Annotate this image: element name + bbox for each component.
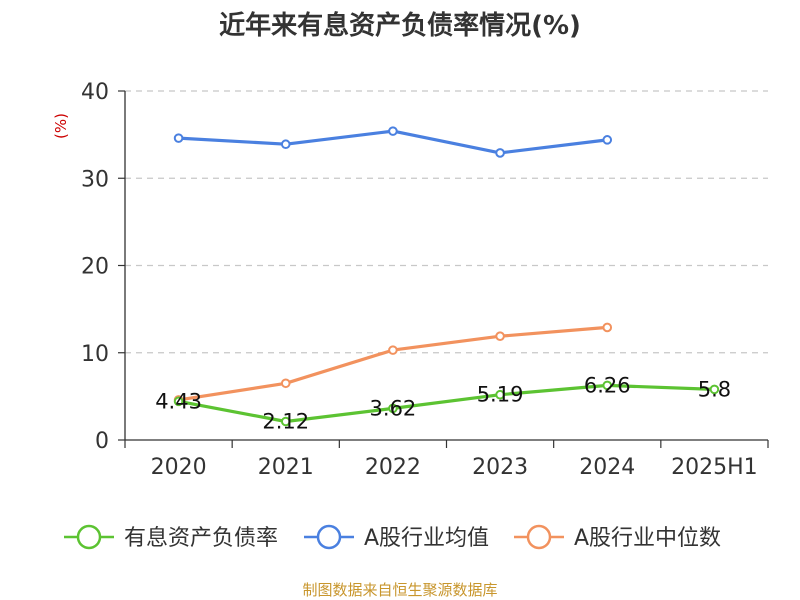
data-label-2025H1: 5.8: [698, 377, 731, 401]
data-point-s1-2021: [280, 139, 291, 150]
x-tick-label-2021: 2021: [258, 455, 314, 480]
data-label-2022: 3.62: [370, 396, 417, 420]
x-tick-label-2025H1: 2025H1: [671, 455, 758, 480]
x-tick-label-2020: 2020: [151, 455, 207, 480]
legend-label-2: A股行业中位数: [574, 526, 721, 551]
chart-title: 近年来有息资产负债率情况(%): [219, 10, 581, 41]
data-point-s0-2022: [388, 403, 398, 414]
data-point-s2-2024: [602, 322, 613, 333]
data-point-s1-2022: [388, 126, 398, 136]
data-label-2020: 4.43: [155, 389, 202, 413]
legend-marker-0: [76, 524, 102, 550]
data-point-s1-2023: [495, 148, 505, 158]
legend-label-1: A股行业均值: [364, 526, 489, 551]
series-layer: [173, 126, 720, 427]
data-point-s2-2021: [280, 378, 291, 389]
grid-lines: [125, 90, 768, 354]
y-axis-unit: (%): [52, 113, 70, 139]
legend-marker-2: [526, 524, 552, 550]
source-note: 制图数据来自恒生聚源数据库: [302, 581, 497, 599]
data-point-s0-2024: [602, 380, 613, 391]
data-label-2021: 2.12: [262, 410, 309, 434]
series-line-0: [178, 383, 715, 424]
data-point-s2-2023: [495, 331, 505, 341]
axes: 0 10 20 30 40 2020 2021 2022 2023 2024 2025H1: [81, 80, 769, 480]
legend-marker-1: [316, 524, 342, 550]
legend-label-0: 有息资产负债率: [124, 526, 278, 551]
y-tick-label-40: 40: [81, 80, 109, 105]
x-tick-label-2023: 2023: [472, 455, 528, 480]
data-point-s0-2023: [495, 389, 505, 400]
legend: 有息资产负债率 A股行业均值 A股行业中位数: [64, 524, 721, 551]
data-labels: 4.43 2.12 3.62 5.19 6.26 5.8: [155, 373, 731, 433]
series-line-2: [178, 325, 608, 402]
data-point-s0-2021: [280, 416, 291, 427]
data-point-s1-2024: [602, 135, 613, 145]
x-tick-label-2024: 2024: [579, 455, 635, 480]
data-point-s0-2025H1: [709, 384, 720, 395]
data-point-s2-2022: [388, 345, 398, 355]
data-label-2024: 6.26: [584, 373, 631, 397]
x-tick-label-2022: 2022: [365, 455, 421, 480]
y-tick-label-10: 10: [81, 342, 109, 367]
data-label-2023: 5.19: [477, 383, 524, 407]
data-point-s1-2020: [173, 133, 184, 143]
y-tick-label-30: 30: [81, 167, 109, 192]
y-tick-label-20: 20: [81, 255, 109, 280]
data-point-s0-2020: [173, 396, 184, 407]
y-tick-label-0: 0: [95, 429, 109, 454]
